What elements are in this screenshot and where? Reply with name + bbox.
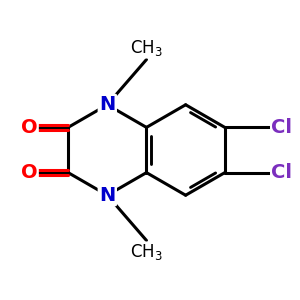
Text: CH$_3$: CH$_3$	[130, 38, 163, 58]
Text: Cl: Cl	[271, 163, 292, 182]
Text: O: O	[21, 118, 37, 137]
Text: N: N	[99, 95, 116, 114]
Text: O: O	[21, 163, 37, 182]
Text: N: N	[99, 186, 116, 205]
Text: CH$_3$: CH$_3$	[130, 242, 163, 262]
Text: Cl: Cl	[271, 118, 292, 137]
